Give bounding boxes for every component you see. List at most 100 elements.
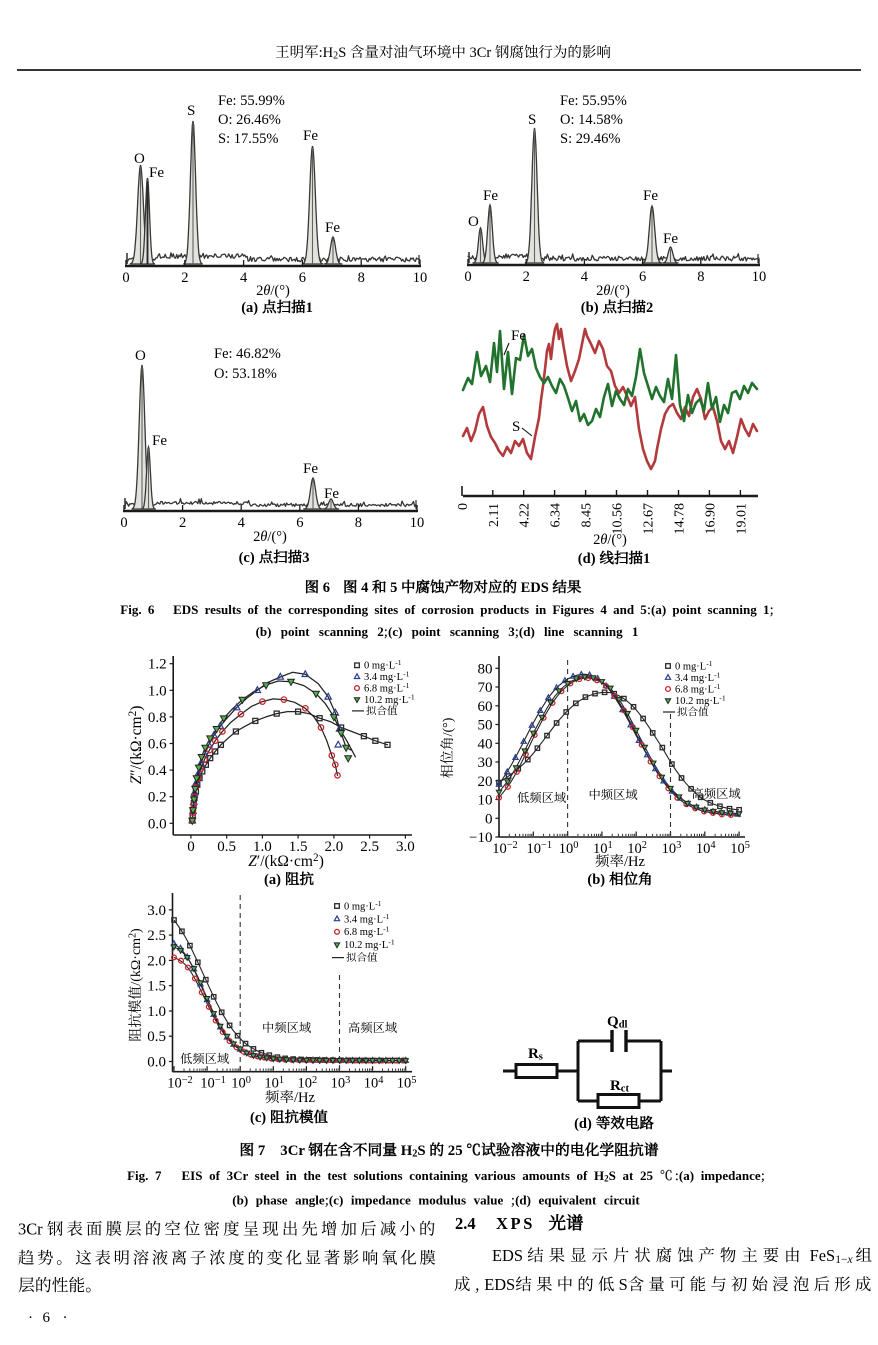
svg-text:S: 17.55%: S: 17.55% [218,131,278,147]
svg-text:2: 2 [412,1149,417,1160]
svg-text:Fe: Fe [663,231,678,247]
svg-text:0.2: 0.2 [148,790,167,806]
svg-text:-1: -1 [383,925,390,934]
svg-text:S: S [512,419,520,435]
svg-text:(b) point scanning 2: (b) point scanning 2 [256,624,384,639]
svg-text:x: x [847,1254,854,1266]
svg-text:/(°): /(°) [610,283,630,299]
svg-text:-1: -1 [706,659,713,668]
svg-text:0: 0 [464,269,471,285]
svg-text:-1: -1 [719,693,726,702]
svg-text:0: 0 [120,515,127,531]
svg-text:2: 2 [127,711,139,717]
svg-text:3.4 mg·L: 3.4 mg·L [675,673,714,684]
svg-text:O: 53.18%: O: 53.18% [214,366,277,382]
svg-text:2.5: 2.5 [147,928,166,944]
svg-text:EDS: EDS [492,1246,527,1265]
svg-text:Fe: 46.82%: Fe: 46.82% [214,346,281,362]
svg-text:0.4: 0.4 [148,763,167,779]
svg-text:(d) equivalent circuit: (d) equivalent circuit [515,1193,640,1208]
svg-text:10: 10 [752,269,767,285]
svg-text:2: 2 [256,283,263,299]
svg-text:Fe: Fe [511,328,526,344]
svg-text:FeS: FeS [806,1246,836,1265]
svg-text:3: 3 [345,1075,350,1086]
svg-text:4.22: 4.22 [518,503,533,528]
svg-text:S: S [338,45,350,61]
svg-text:80: 80 [478,661,493,677]
svg-text:2: 2 [127,933,138,938]
svg-text:10.2 mg·L: 10.2 mg·L [675,696,719,707]
svg-text:0.8: 0.8 [148,710,167,726]
svg-text:19.01: 19.01 [734,503,749,535]
svg-text:Fe: Fe [643,188,658,204]
svg-text:10: 10 [478,793,493,809]
svg-text:0.6: 0.6 [148,737,167,753]
svg-text:10: 10 [662,841,677,857]
svg-text:3.0: 3.0 [396,839,415,855]
svg-text:ct: ct [621,1084,630,1095]
svg-text:/(°): /(°) [267,529,287,545]
svg-text:0: 0 [573,840,578,851]
svg-text:Fe: Fe [149,165,164,181]
svg-text:0: 0 [122,270,129,286]
svg-text:1.5: 1.5 [289,839,308,855]
svg-text:S: S [187,103,195,119]
svg-text:/(°): /(°) [270,283,290,299]
svg-text:4: 4 [358,580,373,596]
svg-text:Ω: Ω [128,740,145,752]
svg-text:(c) impedance modulus value: (c) impedance modulus value [329,1193,511,1208]
svg-text:10.2 mg·L: 10.2 mg·L [344,940,388,951]
svg-text:2: 2 [179,515,186,531]
svg-text:10: 10 [231,1076,246,1092]
svg-text:6.8 mg·L: 6.8 mg·L [675,684,714,695]
svg-text:Fe: 55.95%: Fe: 55.95% [560,93,627,109]
svg-text:0.0: 0.0 [148,816,167,832]
svg-text:θ: θ [263,283,270,299]
svg-text:2: 2 [523,269,530,285]
svg-text:·: · [28,1310,33,1326]
svg-text:2: 2 [312,1075,317,1086]
svg-text:0 mg·L: 0 mg·L [364,661,395,672]
svg-text:-1: -1 [375,899,382,908]
svg-text:H: H [397,1143,413,1159]
svg-text:1−: 1− [835,1254,847,1266]
svg-text:O: O [135,348,146,364]
svg-text:2.4: 2.4 [455,1214,476,1233]
svg-text:/Hz: /Hz [294,1090,316,1106]
svg-text:1.0: 1.0 [253,839,272,855]
svg-text:2: 2 [253,529,260,545]
svg-text:3: 3 [676,840,681,851]
svg-text:0.0: 0.0 [147,1055,166,1071]
svg-text:S: S [619,1275,628,1294]
svg-text:5: 5 [387,580,402,596]
svg-text:″/(k: ″/(k [128,752,145,776]
svg-text:): ) [129,928,144,933]
svg-text:θ: θ [260,529,267,545]
svg-text:10: 10 [593,841,608,857]
svg-text:Fig. 6 EDS results of the co: Fig. 6 EDS results of the corresponding … [120,602,647,617]
svg-text:R: R [610,1078,621,1094]
svg-text:-1: -1 [714,670,721,679]
svg-text:3Cr: 3Cr [280,1143,308,1159]
svg-text:−1: −1 [215,1075,226,1086]
svg-text:(a): (a) [241,300,258,316]
svg-text:EDS: EDS [484,1275,515,1294]
svg-text:3Cr: 3Cr [466,45,495,61]
svg-text:10: 10 [627,841,642,857]
svg-text:(c): (c) [239,550,255,566]
svg-text:3Cr: 3Cr [18,1220,47,1239]
svg-text:70: 70 [478,680,493,696]
svg-text:O: O [134,151,145,167]
svg-text:Z: Z [128,775,145,784]
svg-text:): ) [319,853,324,870]
svg-text:25: 25 [444,1143,466,1159]
svg-text:S: 29.46%: S: 29.46% [560,131,620,147]
svg-text:2.5: 2.5 [360,839,379,855]
svg-text:S at 25: S at 25 [609,1168,660,1183]
svg-text:s: s [539,1052,543,1063]
svg-text:(d) line scanning 1: (d) line scanning 1 [519,624,639,639]
svg-text:O: O [468,214,479,230]
svg-text:·: · [63,1310,68,1326]
svg-text:4: 4 [240,270,248,286]
